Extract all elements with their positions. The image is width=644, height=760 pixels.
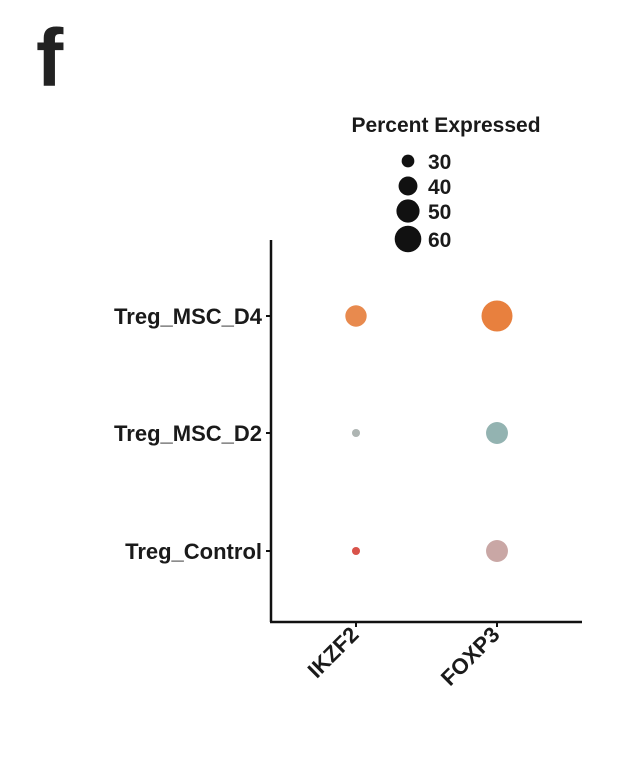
legend-label: 50 [428, 201, 451, 224]
legend-dot [396, 199, 420, 223]
data-point [481, 300, 513, 332]
legend-dot [398, 176, 418, 196]
data-point [345, 305, 367, 327]
legend-label: 60 [428, 229, 451, 252]
axes: Treg_Control Treg_MSC_D2 Treg_MSC_D4 IKZF2 F… [114, 240, 582, 691]
data-points [345, 300, 513, 562]
legend-label: 30 [428, 151, 451, 174]
legend-dot [401, 154, 415, 168]
legend-title: Percent Expressed [351, 114, 540, 137]
legend-label: 40 [428, 176, 451, 199]
data-point [351, 546, 361, 556]
x-tick-label: FOXP3 [436, 622, 505, 691]
y-tick-label: Treg_MSC_D4 [114, 304, 263, 329]
legend-dot [394, 225, 422, 253]
data-point [351, 428, 361, 438]
y-tick-label: Treg_MSC_D2 [114, 421, 262, 446]
y-tick-label: Treg_Control [125, 539, 262, 564]
panel-label: f [36, 13, 64, 104]
data-point [486, 540, 508, 562]
data-point [486, 422, 508, 444]
x-tick-label: IKZF2 [303, 622, 364, 683]
